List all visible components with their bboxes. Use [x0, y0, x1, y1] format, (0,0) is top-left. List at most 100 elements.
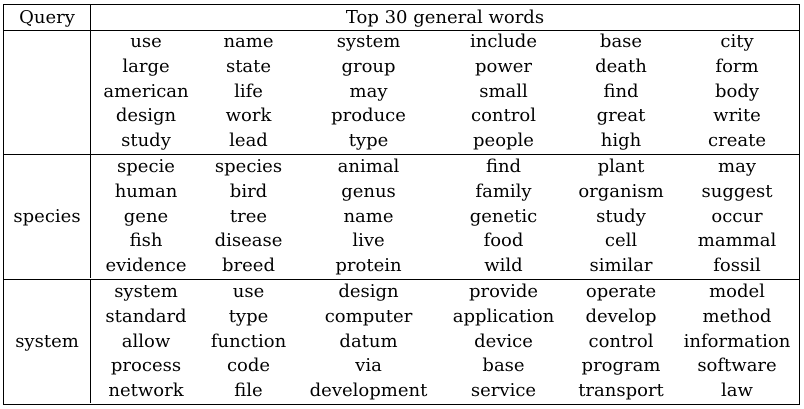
word-cell: information	[683, 330, 791, 352]
word-cell: american	[103, 80, 189, 102]
query-block-1: use name system include base city large …	[4, 30, 799, 154]
word-cell: include	[470, 31, 537, 52]
word-cell: operate	[585, 281, 657, 302]
word-cell: provide	[468, 281, 539, 302]
word-cell: method	[702, 305, 772, 327]
word-cell: animal	[337, 156, 400, 177]
general-words-table: Query Top 30 general words use name syst…	[3, 4, 800, 405]
word-cell: control	[588, 330, 654, 352]
word-cell: organism	[578, 180, 664, 202]
word-cell: protein	[335, 255, 402, 277]
word-cell: occur	[711, 205, 763, 227]
word-cell: genetic	[469, 205, 538, 227]
word-cell: allow	[121, 330, 171, 352]
word-cell: network	[108, 380, 184, 402]
word-cell: may	[718, 156, 756, 177]
word-cell: may	[349, 80, 388, 102]
word-cell: find	[603, 80, 639, 102]
word-cell: cell	[604, 230, 638, 252]
word-cell: fossil	[713, 255, 761, 277]
query-cell: system	[4, 280, 91, 403]
word-cell: wild	[484, 255, 523, 277]
word-cell: design	[338, 281, 399, 302]
word-cell: family	[475, 180, 532, 202]
word-cell: file	[234, 380, 263, 402]
word-cell: code	[226, 355, 271, 377]
query-block-species: species specie species animal find plant…	[4, 154, 799, 278]
word-cell: suggest	[701, 180, 773, 202]
word-cell: gene	[123, 205, 169, 227]
word-cell: software	[697, 355, 777, 377]
word-cell: mammal	[697, 230, 777, 252]
word-cell: use	[232, 281, 265, 302]
word-cell: development	[309, 380, 428, 402]
word-cell: model	[709, 281, 765, 302]
word-cell: name	[343, 205, 394, 227]
word-cell: produce	[331, 105, 406, 127]
word-cell: life	[234, 80, 263, 102]
word-cell: study	[596, 205, 646, 227]
word-cell: body	[714, 80, 760, 102]
word-cell: lead	[229, 130, 268, 152]
word-cell: system	[114, 281, 178, 302]
word-cell: people	[473, 130, 534, 152]
word-cell: type	[228, 305, 269, 327]
word-cell: program	[581, 355, 661, 377]
query-block-system: system system use design provide operate…	[4, 279, 799, 403]
word-cell: base	[599, 31, 643, 52]
word-cell: form	[715, 55, 759, 77]
word-cell: species	[214, 156, 283, 177]
word-cell: name	[223, 31, 274, 52]
table-header-row: Query Top 30 general words	[4, 5, 799, 31]
word-cell: function	[210, 330, 287, 352]
word-cell: study	[121, 130, 171, 152]
word-cell: computer	[324, 305, 413, 327]
word-cell: bird	[229, 180, 268, 202]
word-cell: group	[341, 55, 396, 77]
word-cell: control	[471, 105, 536, 127]
word-cell: great	[596, 105, 646, 127]
word-cell: high	[600, 130, 642, 152]
word-cell: via	[355, 355, 382, 377]
word-cell: find	[485, 156, 522, 177]
word-cell: power	[474, 55, 533, 77]
top-words-column-header: Top 30 general words	[345, 7, 545, 28]
word-cell: human	[114, 180, 178, 202]
word-grid: specie species animal find plant may hum…	[91, 155, 799, 278]
word-cell: genus	[341, 180, 396, 202]
word-cell: similar	[589, 255, 653, 277]
word-cell: datum	[339, 330, 398, 352]
word-cell: plant	[597, 156, 645, 177]
word-cell: specie	[117, 156, 175, 177]
word-cell: base	[482, 355, 525, 377]
word-cell: evidence	[105, 255, 187, 277]
word-grid: use name system include base city large …	[91, 30, 799, 154]
word-cell: fish	[129, 230, 163, 252]
word-cell: service	[470, 380, 537, 402]
word-cell: develop	[585, 305, 657, 327]
word-cell: work	[225, 105, 272, 127]
word-cell: use	[130, 31, 162, 52]
word-cell: breed	[222, 255, 275, 277]
word-cell: large	[122, 55, 170, 77]
word-cell: create	[708, 130, 766, 152]
word-cell: tree	[229, 205, 268, 227]
word-cell: transport	[578, 380, 664, 402]
word-cell: small	[479, 80, 528, 102]
word-cell: process	[110, 355, 182, 377]
word-cell: device	[474, 330, 533, 352]
word-cell: type	[348, 130, 389, 152]
word-grid: system use design provide operate model …	[91, 280, 799, 403]
word-cell: design	[115, 105, 177, 127]
word-cell: standard	[105, 305, 187, 327]
word-cell: disease	[214, 230, 283, 252]
word-cell: system	[336, 31, 401, 52]
query-column-header: Query	[4, 5, 91, 30]
word-cell: live	[352, 230, 385, 252]
word-cell: write	[713, 105, 761, 127]
word-cell: law	[721, 380, 753, 402]
word-cell: city	[720, 31, 754, 52]
query-cell: species	[4, 155, 91, 278]
word-cell: death	[595, 55, 647, 77]
word-cell: food	[483, 230, 524, 252]
